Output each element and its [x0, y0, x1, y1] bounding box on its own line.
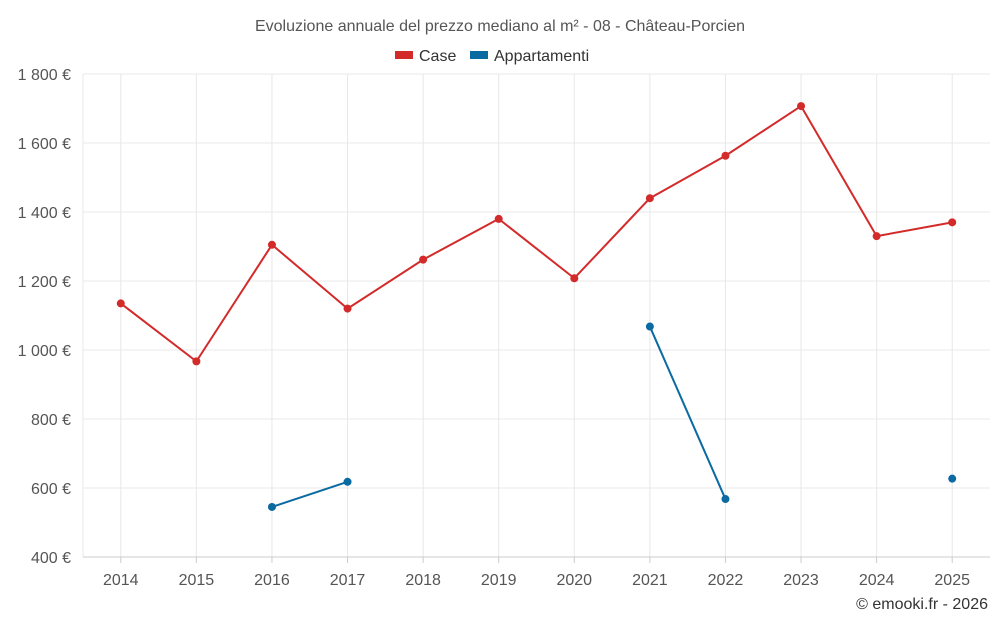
data-point[interactable] — [343, 477, 352, 486]
legend: Case Appartamenti — [395, 48, 589, 65]
data-point[interactable] — [116, 299, 125, 308]
series-line-segment — [120, 105, 953, 363]
series-line-segment — [271, 480, 348, 508]
x-tick-label: 2022 — [708, 572, 744, 589]
series-appartamenti — [267, 322, 957, 511]
series-layer — [116, 102, 957, 511]
data-point[interactable] — [267, 502, 276, 511]
credit-text: © emooki.fr - 2026 — [856, 596, 988, 613]
data-point[interactable] — [494, 214, 503, 223]
axes: 400 € 600 € 800 € 1 000 € 1 200 € 1 400 € 1 60… — [18, 67, 990, 589]
series-line-segment — [648, 326, 727, 500]
y-tick-label: 1 800 € — [18, 67, 71, 84]
data-point[interactable] — [797, 102, 806, 111]
data-point[interactable] — [872, 232, 881, 241]
data-point[interactable] — [419, 255, 428, 264]
chart-title: Evoluzione annuale del prezzo mediano al… — [255, 18, 745, 35]
legend-swatch — [395, 51, 413, 59]
y-tick-label: 1 200 € — [18, 274, 71, 291]
x-tick-label: 2025 — [934, 572, 970, 589]
x-tick-label: 2016 — [254, 572, 290, 589]
x-tick-label: 2021 — [632, 572, 668, 589]
y-tick-label: 1 400 € — [18, 205, 71, 222]
data-point[interactable] — [343, 304, 352, 313]
legend-label: Appartamenti — [494, 48, 589, 65]
x-tick-label: 2018 — [405, 572, 441, 589]
x-tick-label: 2024 — [859, 572, 895, 589]
data-point[interactable] — [948, 218, 957, 227]
legend-item-case[interactable]: Case — [395, 48, 456, 65]
x-tick-label: 2017 — [330, 572, 366, 589]
x-tick-label: 2023 — [783, 572, 819, 589]
data-point[interactable] — [721, 151, 730, 160]
legend-item-appartamenti[interactable]: Appartamenti — [470, 48, 589, 65]
y-tick-label: 600 € — [31, 481, 71, 498]
series-case — [116, 102, 957, 366]
x-tick-label: 2020 — [556, 572, 592, 589]
y-tick-label: 400 € — [31, 550, 71, 567]
data-point[interactable] — [645, 322, 654, 331]
data-point[interactable] — [192, 357, 201, 366]
y-tick-label: 1 000 € — [18, 343, 71, 360]
grid — [82, 73, 990, 557]
x-tick-label: 2014 — [103, 572, 139, 589]
data-point[interactable] — [645, 194, 654, 203]
legend-label: Case — [419, 48, 456, 65]
data-point[interactable] — [570, 274, 579, 283]
y-tick-label: 800 € — [31, 412, 71, 429]
x-tick-label: 2015 — [179, 572, 215, 589]
data-point[interactable] — [948, 474, 957, 483]
legend-swatch — [470, 51, 488, 59]
y-tick-label: 1 600 € — [18, 136, 71, 153]
data-point[interactable] — [721, 495, 730, 504]
x-tick-label: 2019 — [481, 572, 517, 589]
data-point[interactable] — [267, 240, 276, 249]
